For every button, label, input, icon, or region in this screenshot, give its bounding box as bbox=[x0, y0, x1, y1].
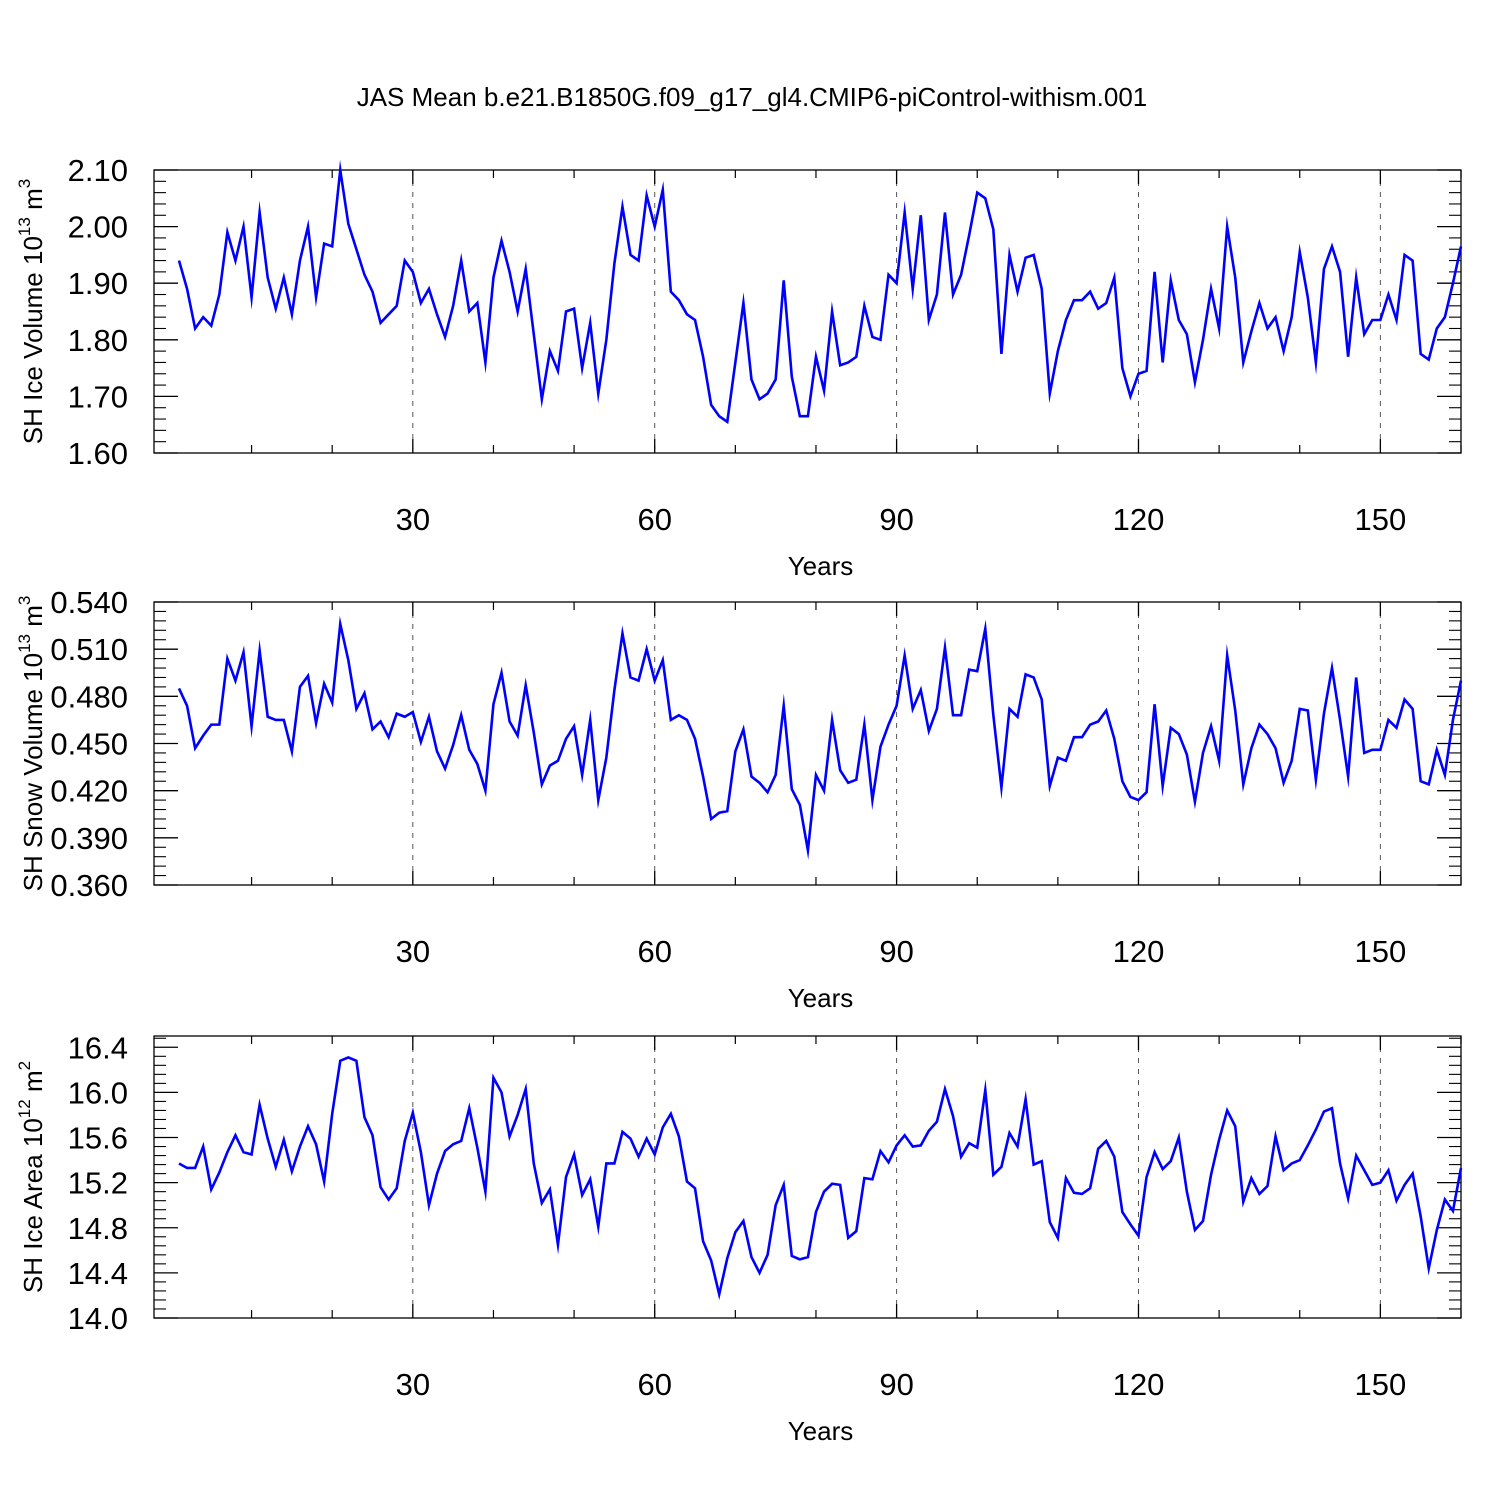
y-axis-label-unit-exponent: 3 bbox=[15, 596, 34, 605]
panel-sh-ice-area: 30 60 90 120 150 14.0 14.4 14.8 15.2 15.6 16.0 16.4… bbox=[15, 1030, 1463, 1446]
y-tick-label: 1.60 bbox=[68, 436, 128, 471]
x-tick-label: 90 bbox=[879, 1367, 913, 1402]
x-tick-label: 150 bbox=[1355, 934, 1407, 969]
y-tick-label: 0.450 bbox=[50, 727, 128, 762]
y-axis-label-unit: m bbox=[18, 605, 48, 634]
y-tick-label: 15.2 bbox=[68, 1166, 128, 1201]
y-tick-label: 14.8 bbox=[68, 1211, 128, 1246]
y-tick-label: 15.6 bbox=[68, 1121, 128, 1156]
y-tick-label: 0.420 bbox=[50, 774, 128, 809]
y-tick-label: 0.390 bbox=[50, 821, 128, 856]
panel-sh-ice-volume: 30 60 90 120 150 1.60 1.70 1.80 1.90 2.00 2.10 Year… bbox=[15, 153, 1463, 581]
series-line bbox=[177, 159, 1463, 425]
x-tick-label: 60 bbox=[637, 934, 671, 969]
y-axis-label-unit: m bbox=[18, 188, 48, 217]
y-axis-label-unit-exponent: 2 bbox=[15, 1061, 34, 1070]
y-axis-label-exponent: 13 bbox=[15, 217, 34, 236]
y-tick-label: 16.4 bbox=[68, 1030, 128, 1065]
y-tick-label: 0.540 bbox=[50, 585, 128, 620]
y-axis-label-exponent: 12 bbox=[15, 1099, 34, 1118]
x-axis-label: Years bbox=[788, 1416, 854, 1446]
y-axis-label-main: SH Ice Volume 10 bbox=[18, 236, 48, 444]
y-tick-label: 0.480 bbox=[50, 679, 128, 714]
x-tick-label: 30 bbox=[396, 502, 430, 537]
x-tick-label: 60 bbox=[637, 1367, 671, 1402]
x-tick-label: 30 bbox=[396, 1367, 430, 1402]
y-axis-label-unit-exponent: 3 bbox=[15, 179, 34, 188]
y-tick-label: 14.4 bbox=[68, 1256, 128, 1291]
series-line bbox=[177, 615, 1463, 860]
plot-frame bbox=[153, 1035, 1462, 1319]
panel-sh-snow-volume: 30 60 90 120 150 0.360 0.390 0.420 0.450 0.480 0.5… bbox=[15, 585, 1463, 1013]
y-axis-label: SH Snow Volume 1013 m3 bbox=[15, 596, 48, 892]
y-tick-label: 1.70 bbox=[68, 379, 128, 414]
y-tick-label: 1.90 bbox=[68, 266, 128, 301]
y-axis-label: SH Ice Area 1012 m2 bbox=[15, 1061, 48, 1293]
y-tick-label: 2.00 bbox=[68, 210, 128, 245]
x-axis-label: Years bbox=[788, 551, 854, 581]
y-tick-label: 14.0 bbox=[68, 1301, 128, 1336]
y-axis-label: SH Ice Volume 1013 m3 bbox=[15, 179, 48, 444]
series-line bbox=[178, 1056, 1463, 1301]
x-tick-label: 120 bbox=[1113, 502, 1165, 537]
x-tick-label: 120 bbox=[1113, 934, 1165, 969]
y-tick-label: 16.0 bbox=[68, 1075, 128, 1110]
x-tick-label: 150 bbox=[1355, 1367, 1407, 1402]
plot-frame bbox=[153, 169, 1462, 454]
y-tick-label: 0.510 bbox=[50, 632, 128, 667]
chart-title: JAS Mean b.e21.B1850G.f09_g17_gl4.CMIP6-… bbox=[357, 82, 1148, 112]
x-tick-label: 30 bbox=[396, 934, 430, 969]
y-tick-label: 0.360 bbox=[50, 868, 128, 903]
y-tick-label: 2.10 bbox=[68, 153, 128, 188]
x-tick-label: 150 bbox=[1355, 502, 1407, 537]
y-axis-label-main: SH Ice Area 10 bbox=[18, 1118, 48, 1293]
chart-panels: 30 60 90 120 150 1.60 1.70 1.80 1.90 2.00 2.10 Year… bbox=[15, 153, 1463, 1446]
x-tick-label: 90 bbox=[879, 502, 913, 537]
y-axis-label-unit: m bbox=[18, 1070, 48, 1099]
x-tick-label: 60 bbox=[637, 502, 671, 537]
x-axis-label: Years bbox=[788, 983, 854, 1013]
x-tick-label: 120 bbox=[1113, 1367, 1165, 1402]
data-points bbox=[178, 169, 1462, 423]
y-axis-label-exponent: 13 bbox=[15, 634, 34, 653]
x-tick-label: 90 bbox=[879, 934, 913, 969]
y-tick-label: 1.80 bbox=[68, 323, 128, 358]
y-axis-label-main: SH Snow Volume 10 bbox=[18, 653, 48, 891]
